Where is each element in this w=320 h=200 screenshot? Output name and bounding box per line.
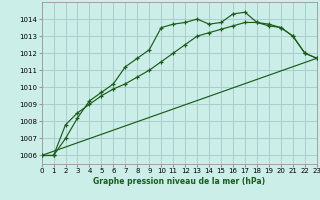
X-axis label: Graphe pression niveau de la mer (hPa): Graphe pression niveau de la mer (hPa) — [93, 177, 265, 186]
